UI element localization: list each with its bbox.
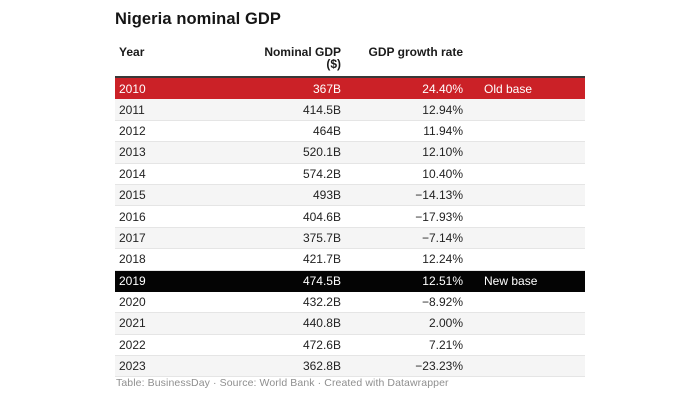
cell-year: 2012 (119, 123, 146, 138)
cell-growth: −7.14% (421, 230, 463, 245)
cell-year: 2022 (119, 337, 146, 352)
column-header-growth: GDP growth rate (368, 45, 463, 59)
cell-gdp: 520.1B (302, 145, 341, 160)
cell-year: 2013 (119, 145, 146, 160)
cell-growth: 12.51% (422, 274, 463, 289)
cell-gdp: 421.7B (302, 252, 341, 267)
table-row-2012: 2012 464B 11.94% (115, 120, 585, 143)
cell-growth: 10.40% (422, 166, 463, 181)
table-row-2014: 2014 574.2B 10.40% (115, 163, 585, 185)
table-row-2019-new-base: 2019 474.5B 12.51% New base (115, 270, 585, 292)
table-container: Nigeria nominal GDP Year Nominal GDP ($)… (115, 10, 585, 378)
cell-growth: 12.10% (422, 145, 463, 160)
table-row-2020: 2020 432.2B −8.92% (115, 291, 585, 314)
cell-year: 2015 (119, 188, 146, 203)
cell-gdp: 375.7B (302, 230, 341, 245)
table-row-2015: 2015 493B −14.13% (115, 184, 585, 207)
cell-growth: −8.92% (421, 295, 463, 310)
cell-gdp: 493B (312, 188, 341, 203)
table-row-2013: 2013 520.1B 12.10% (115, 142, 585, 164)
cell-year: 2023 (119, 359, 146, 374)
cell-year: 2021 (119, 316, 146, 331)
cell-year: 2014 (119, 166, 146, 181)
cell-gdp: 404.6B (302, 209, 341, 224)
table-row-2021: 2021 440.8B 2.00% (115, 313, 585, 335)
cell-gdp: 432.2B (302, 295, 341, 310)
table-header-row: Year Nominal GDP ($) GDP growth rate (115, 46, 585, 78)
cell-year: 2010 (119, 81, 146, 96)
cell-year: 2018 (119, 252, 146, 267)
cell-gdp: 414.5B (302, 102, 341, 117)
cell-year: 2016 (119, 209, 146, 224)
cell-growth: 2.00% (428, 316, 463, 331)
cell-growth: 11.94% (423, 123, 463, 138)
cell-year: 2019 (119, 274, 146, 289)
cell-year: 2011 (119, 102, 145, 117)
table-body: 2010 367B 24.40% Old base 2011 414.5B 12… (115, 78, 585, 378)
cell-gdp: 440.8B (302, 316, 341, 331)
attribution-footer: Table: BusinessDay · Source: World Bank … (116, 377, 449, 389)
table-row-2016: 2016 404.6B −17.93% (115, 206, 585, 228)
old-base-label: Old base (484, 81, 533, 96)
new-base-label: New base (484, 274, 538, 289)
cell-gdp: 474.5B (302, 274, 341, 289)
cell-growth: 7.21% (428, 337, 463, 352)
table-row-2022: 2022 472.6B 7.21% (115, 334, 585, 357)
cell-growth: −14.13% (415, 188, 463, 203)
cell-gdp: 472.6B (302, 337, 341, 352)
cell-growth: 12.94% (422, 102, 463, 117)
column-header-spacer (463, 46, 585, 70)
column-header-year: Year (119, 45, 145, 59)
cell-gdp: 574.2B (302, 166, 341, 181)
table-row-2017: 2017 375.7B −7.14% (115, 227, 585, 250)
cell-year: 2017 (119, 230, 146, 245)
table-row-2023: 2023 362.8B −23.23% (115, 356, 585, 378)
cell-growth: −17.93% (415, 209, 463, 224)
column-header-gdp: Nominal GDP ($) (264, 45, 341, 71)
cell-gdp: 362.8B (302, 359, 341, 374)
cell-growth: 12.24% (422, 252, 463, 267)
cell-gdp: 464B (312, 123, 341, 138)
cell-growth: 24.40% (422, 81, 463, 96)
page-title: Nigeria nominal GDP (115, 10, 282, 28)
cell-growth: −23.23% (415, 359, 463, 374)
table-row-2018: 2018 421.7B 12.24% (115, 249, 585, 271)
table-row-2010-old-base: 2010 367B 24.40% Old base (115, 78, 585, 100)
cell-gdp: 367B (312, 81, 341, 96)
table-row-2011: 2011 414.5B 12.94% (115, 99, 585, 121)
cell-year: 2020 (119, 295, 146, 310)
